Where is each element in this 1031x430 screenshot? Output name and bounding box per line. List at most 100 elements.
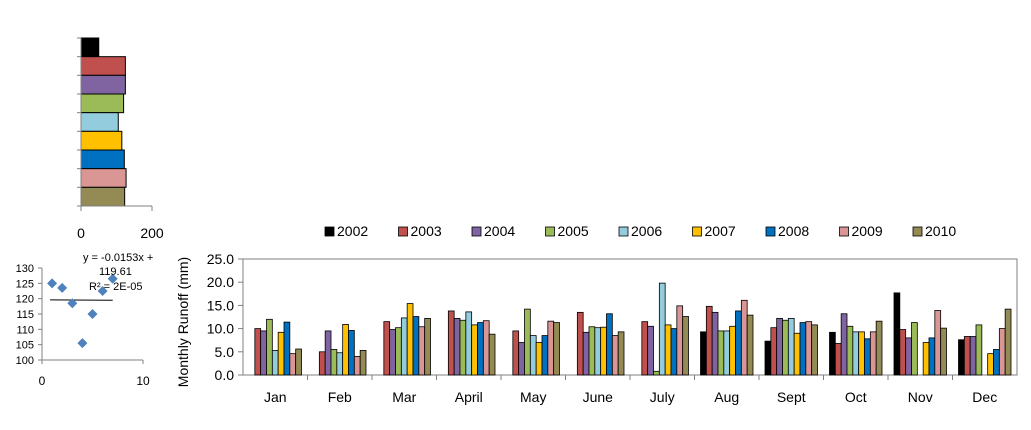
bar-Sept-2010 [812, 325, 818, 375]
bar-Nov-2008 [929, 338, 935, 375]
bar-Mar-2010 [425, 318, 431, 375]
main-xtick-label: May [520, 389, 546, 405]
bar-Mar-2004 [390, 330, 396, 375]
scatter-ytick-label: 110 [16, 324, 34, 336]
bar-Oct-2005 [847, 326, 853, 375]
main-xtick-label: Jan [264, 389, 287, 405]
scatter-equation-label: y = -0.0153x +119.61 [83, 252, 153, 278]
bar-Jan-2005 [267, 319, 273, 375]
bar-April-2005 [460, 320, 466, 375]
legend-label-2007: 2007 [705, 223, 736, 239]
main-ytick-label: 25.0 [207, 251, 234, 267]
bar-July-2010 [683, 317, 689, 375]
bar-Sept-2002 [765, 341, 771, 375]
bar-June-2003 [577, 312, 583, 375]
bar-Sept-2007 [794, 333, 800, 375]
bar-Oct-2006 [853, 332, 859, 375]
bar-June-2004 [583, 332, 589, 375]
main-ytick-label: 10.0 [207, 321, 234, 337]
legend-label-2003: 2003 [411, 223, 442, 239]
bar-Jan-2006 [272, 350, 278, 375]
legend-swatch-2004 [472, 227, 481, 236]
bar-Feb-2008 [349, 330, 355, 375]
horizontal-bar-chart: 0 200 [77, 38, 164, 241]
bar-April-2009 [483, 321, 489, 375]
scatter-ytick-label: 120 [16, 294, 34, 306]
bar-Dec-2008 [994, 349, 1000, 375]
legend-swatch-2008 [766, 227, 775, 236]
bar-Feb-2009 [354, 356, 360, 375]
bar-May-2008 [542, 336, 548, 375]
main-xtick-label: Nov [908, 389, 933, 405]
bar-July-2005 [654, 371, 660, 375]
scatter-ytick-label: 105 [16, 340, 34, 352]
main-xtick-label: April [455, 389, 483, 405]
bar-Sept-2005 [783, 320, 789, 375]
scatter-xtick-label: 10 [136, 374, 150, 388]
bar-Jan-2010 [296, 349, 302, 375]
bar-Aug-2009 [741, 300, 747, 375]
bar-June-2006 [595, 328, 601, 375]
bar-Sept-2003 [771, 328, 777, 375]
legend-swatch-2003 [399, 227, 408, 236]
bar-May-2003 [513, 331, 519, 375]
bar-Dec-2005 [976, 325, 982, 375]
bar-Oct-2009 [870, 332, 876, 375]
bar-July-2009 [677, 306, 683, 375]
hbar-bar-2009 [81, 169, 126, 188]
bar-Oct-2008 [865, 339, 871, 375]
main-xtick-label: July [650, 389, 675, 405]
bar-June-2009 [612, 336, 618, 375]
bar-Oct-2004 [841, 314, 847, 375]
bar-Oct-2007 [859, 332, 865, 375]
scatter-point-5 [88, 309, 98, 319]
hbar-bar-2005 [81, 94, 124, 113]
bar-Mar-2008 [413, 317, 419, 375]
bar-Mar-2005 [396, 328, 402, 375]
legend-label-2008: 2008 [778, 223, 809, 239]
bar-Dec-2009 [999, 329, 1005, 375]
hbar-xtick-label: 200 [140, 225, 164, 241]
bar-May-2005 [525, 309, 531, 375]
bar-Jan-2008 [284, 322, 290, 375]
legend-label-2005: 2005 [558, 223, 589, 239]
bar-Nov-2009 [935, 311, 941, 375]
hbar-bar-2007 [81, 131, 122, 150]
legend-swatch-2007 [693, 227, 702, 236]
bar-July-2008 [671, 329, 677, 375]
bar-Dec-2002 [959, 340, 965, 375]
bar-Jan-2003 [255, 329, 261, 375]
bar-Feb-2010 [360, 350, 366, 375]
bar-Jan-2007 [278, 332, 284, 375]
bar-Nov-2007 [923, 343, 929, 375]
legend-swatch-2002 [325, 227, 334, 236]
legend-label-2006: 2006 [631, 223, 662, 239]
bar-Aug-2010 [747, 315, 753, 375]
hbar-bar-2006 [81, 113, 118, 132]
bar-Sept-2009 [806, 322, 812, 375]
scatter-ytick-label: 115 [16, 309, 34, 321]
bar-Oct-2002 [830, 332, 836, 375]
bar-Aug-2008 [736, 311, 742, 375]
bar-Aug-2004 [712, 312, 718, 375]
bar-Nov-2005 [912, 323, 918, 375]
bar-Dec-2003 [964, 336, 970, 375]
legend-swatch-2005 [546, 227, 555, 236]
main-ytick-label: 20.0 [207, 274, 234, 290]
bar-Mar-2006 [401, 318, 407, 375]
bar-April-2004 [454, 318, 460, 375]
bar-June-2007 [601, 327, 607, 375]
bar-May-2009 [548, 321, 554, 375]
legend-swatch-2009 [840, 227, 849, 236]
bar-Mar-2009 [419, 327, 425, 375]
legend-label-2010: 2010 [925, 223, 956, 239]
bar-Oct-2010 [876, 321, 882, 375]
bar-Nov-2004 [906, 338, 912, 375]
bar-Aug-2007 [730, 326, 736, 375]
bar-Mar-2007 [407, 304, 413, 375]
hbar-xtick-label: 0 [77, 225, 85, 241]
bar-Mar-2003 [384, 322, 390, 375]
main-xtick-label: Sept [777, 389, 806, 405]
